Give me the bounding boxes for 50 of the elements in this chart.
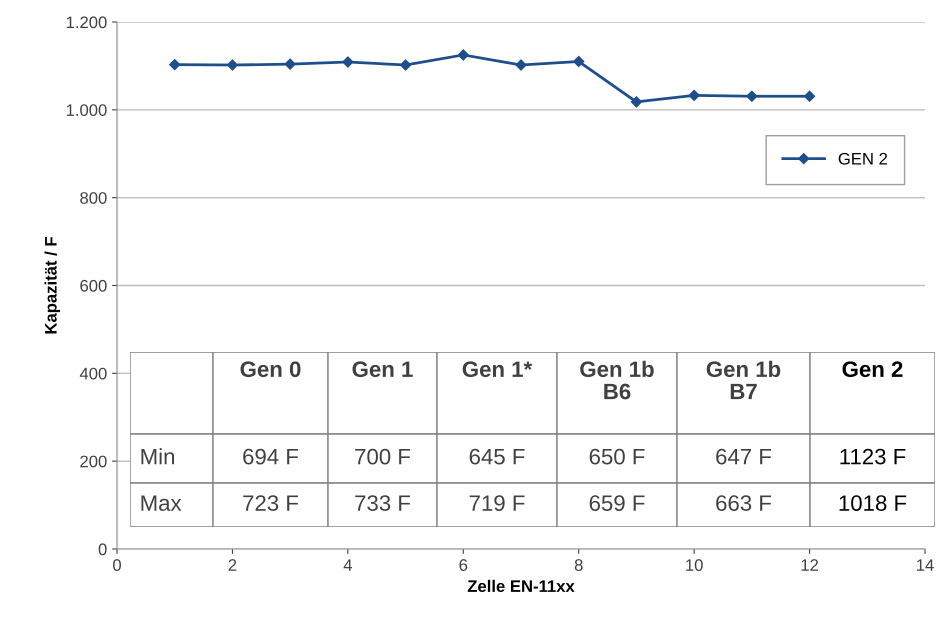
text: 719 F — [470, 495, 525, 511]
point — [284, 58, 296, 70]
x-tick-label: 6 — [460, 559, 468, 571]
y-tick-label: 600 — [80, 280, 107, 292]
category-label: Gen 0 — [240, 361, 300, 378]
point — [169, 58, 180, 70]
y-tick-label: 800 — [80, 192, 107, 204]
category-label: Gen 2 — [842, 361, 902, 378]
text: 700 F — [355, 448, 410, 464]
point — [688, 90, 700, 101]
category-label: Min — [141, 448, 174, 464]
text: 659 F — [590, 495, 645, 511]
y-tick-label: 1.200 — [66, 16, 107, 28]
point — [342, 56, 354, 68]
point — [630, 96, 642, 108]
legend-label: GEN 2 — [838, 152, 888, 165]
text: 733 F — [355, 495, 410, 511]
text: 1123 F — [840, 448, 906, 464]
point — [400, 59, 412, 71]
text: 1018 F — [840, 495, 906, 511]
point — [573, 56, 584, 68]
text: 723 F — [243, 495, 298, 511]
y-axis-title: Kapazität / F — [44, 237, 60, 334]
text: 647 F — [716, 448, 772, 464]
point — [804, 90, 816, 102]
text: 650 F — [590, 448, 645, 464]
y-tick-label: 400 — [80, 368, 107, 380]
point — [746, 90, 758, 102]
category-label: Max — [141, 495, 182, 511]
x-tick-label: 0 — [113, 559, 121, 571]
x-tick-label: 12 — [802, 559, 818, 571]
category-label: Gen 1b B6 — [580, 360, 654, 400]
text: 663 F — [716, 495, 772, 511]
point — [458, 49, 469, 61]
x-tick-label: 14 — [917, 559, 934, 571]
x-tick-label: 2 — [228, 559, 236, 571]
category-label: Gen 1 — [352, 361, 413, 378]
y-tick-label: 0 — [98, 543, 107, 556]
point — [515, 59, 527, 71]
y-tick-label: 1.000 — [66, 104, 107, 116]
category-label: Gen 1b B7 — [706, 360, 780, 400]
y-tick-label: 200 — [80, 456, 107, 468]
x-axis-title: Zelle EN-11xx — [468, 580, 575, 592]
text: 645 F — [470, 448, 525, 464]
text: 694 F — [243, 448, 298, 464]
x-tick-label: 10 — [686, 559, 703, 571]
x-tick-label: 8 — [574, 559, 583, 571]
x-tick-label: 4 — [344, 559, 352, 571]
point — [226, 59, 238, 71]
category-label: Gen 1* — [462, 361, 532, 378]
